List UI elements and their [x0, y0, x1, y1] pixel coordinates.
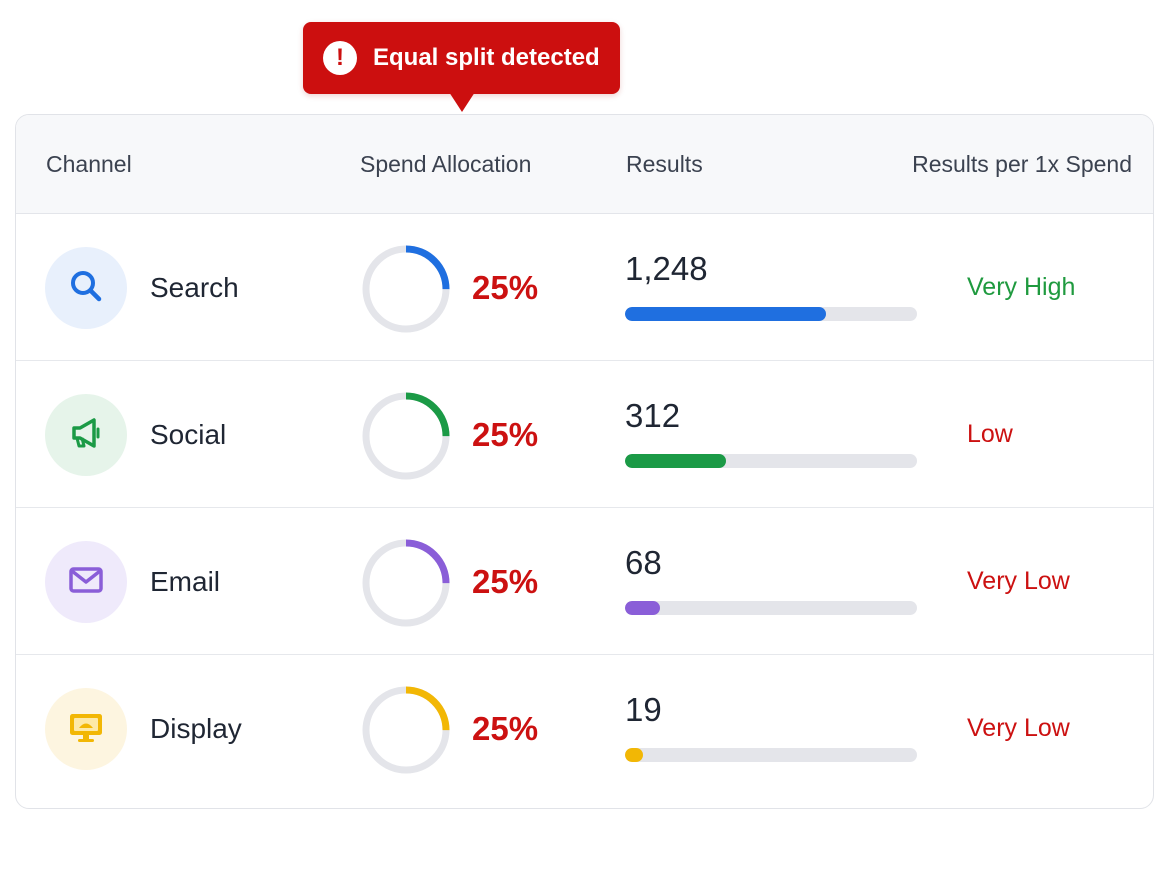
- channel-icon-badge: [45, 541, 127, 623]
- results-value: 68: [625, 544, 662, 581]
- results-value: 1,248: [625, 250, 708, 287]
- channel-name: Display: [150, 712, 242, 744]
- results-per-spend-rating: Low: [967, 420, 1013, 448]
- results-value: 312: [625, 397, 681, 434]
- table-row[interactable]: Social 25% 312 Low: [16, 361, 1153, 508]
- results-bar: [625, 748, 917, 762]
- spend-allocation-donut: [360, 390, 452, 482]
- results-per-spend-rating: Very Low: [967, 567, 1070, 595]
- channel-name: Social: [150, 418, 227, 450]
- spend-allocation-donut: [360, 537, 452, 629]
- results-bar: [625, 454, 917, 468]
- spend-allocation-percent: 25%: [472, 415, 539, 453]
- channel-icon-badge: [45, 247, 127, 329]
- results-bar-fill: [625, 454, 726, 468]
- table-row[interactable]: Email 25% 68 Very Low: [16, 508, 1153, 655]
- channel-icon-badge: [45, 394, 127, 476]
- exclamation-icon: !: [323, 41, 357, 75]
- donut-fill: [362, 245, 450, 333]
- search-icon: [66, 266, 106, 311]
- results-bar: [625, 601, 917, 615]
- results-bar: [625, 307, 917, 321]
- monitor-icon: [66, 707, 106, 752]
- table-header: Channel Spend Allocation Results Results…: [16, 115, 1153, 214]
- alert-text: Equal split detected: [373, 44, 600, 71]
- column-header-spend-allocation[interactable]: Spend Allocation: [360, 151, 532, 177]
- results-per-spend-rating: Very High: [967, 273, 1076, 301]
- donut-fill: [362, 539, 450, 627]
- donut-fill: [362, 392, 450, 480]
- results-bar-fill: [625, 748, 643, 762]
- spend-allocation-percent: 25%: [472, 562, 539, 600]
- results-bar-fill: [625, 601, 661, 615]
- megaphone-icon: [66, 413, 106, 458]
- results-bar-fill: [625, 307, 827, 321]
- column-header-channel[interactable]: Channel: [46, 151, 132, 177]
- column-header-results[interactable]: Results: [626, 151, 703, 177]
- spend-allocation-percent: 25%: [472, 268, 539, 306]
- channel-icon-badge: [45, 688, 127, 770]
- channel-table: Channel Spend Allocation Results Results…: [15, 114, 1154, 809]
- table-row[interactable]: Search 25% 1,248 Very High: [16, 214, 1153, 361]
- channel-name: Search: [150, 271, 239, 303]
- spend-allocation-percent: 25%: [472, 709, 539, 747]
- equal-split-alert: ! Equal split detected: [303, 22, 620, 112]
- column-header-results-per-spend[interactable]: Results per 1x Spend: [912, 151, 1132, 177]
- channel-name: Email: [150, 565, 221, 597]
- mail-icon: [66, 560, 106, 605]
- spend-allocation-donut: [360, 684, 452, 776]
- table-row[interactable]: Display 25% 19 Very Low: [16, 655, 1153, 802]
- spend-allocation-donut: [360, 243, 452, 335]
- results-value: 19: [625, 691, 662, 728]
- donut-fill: [362, 686, 450, 774]
- results-per-spend-rating: Very Low: [967, 714, 1070, 742]
